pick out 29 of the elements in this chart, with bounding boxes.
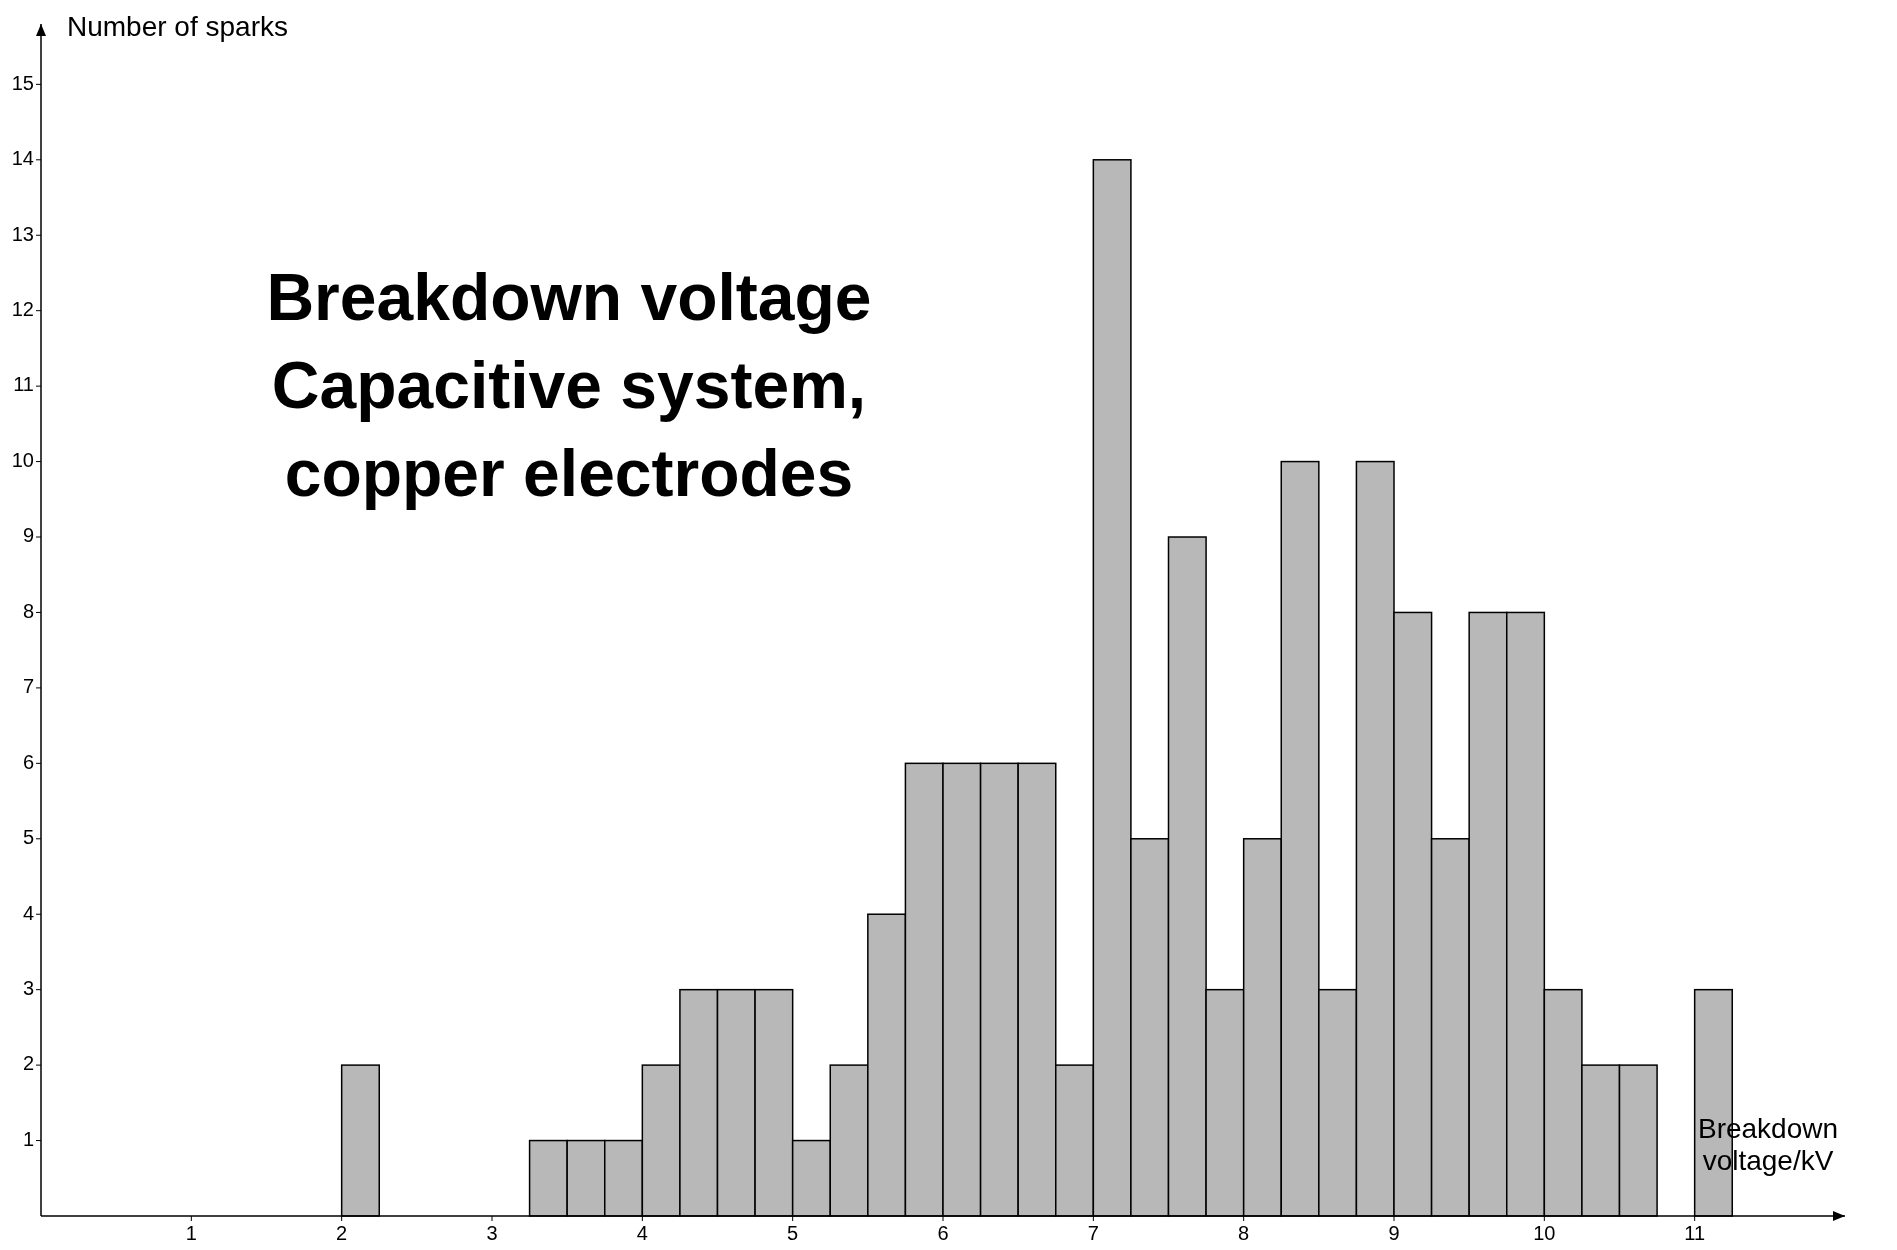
- y-tick-label: 9: [22, 524, 34, 547]
- y-tick-label: 5: [22, 826, 34, 849]
- text: Capacitive system, copper electrodes: [271, 348, 867, 510]
- y-tick-label: 8: [22, 599, 34, 622]
- y-tick-label: 11: [13, 373, 34, 396]
- x-tick-label: 4: [636, 1222, 648, 1244]
- x-tick-label: 6: [937, 1222, 949, 1244]
- y-tick-label: 3: [22, 976, 34, 999]
- x-tick-label: 9: [1388, 1222, 1400, 1244]
- y-tick-label: 7: [22, 675, 34, 698]
- x-tick-label: 11: [1684, 1222, 1706, 1244]
- text: Breakdown voltage: [266, 260, 872, 334]
- y-tick-label: 10: [11, 448, 34, 471]
- y-axis-title: Number of sparks: [67, 11, 288, 42]
- x-tick-label: 8: [1238, 1222, 1250, 1244]
- x-tick-label: 10: [1533, 1222, 1556, 1244]
- y-tick-label: 6: [22, 750, 34, 773]
- y-tick-label: 14: [11, 147, 34, 170]
- y-tick-label: 4: [22, 901, 34, 924]
- x-tick-label: 2: [336, 1222, 348, 1244]
- y-tick-label: 15: [11, 71, 34, 94]
- y-tick-label: 13: [11, 222, 34, 245]
- x-tick-label: 7: [1087, 1222, 1099, 1244]
- x-tick-label: 1: [185, 1222, 197, 1244]
- y-tick-label: 1: [22, 1127, 34, 1150]
- x-tick-label: 5: [787, 1222, 799, 1244]
- x-tick-label: 3: [486, 1222, 498, 1244]
- y-tick-label: 12: [11, 297, 34, 320]
- y-tick-label: 2: [22, 1052, 34, 1075]
